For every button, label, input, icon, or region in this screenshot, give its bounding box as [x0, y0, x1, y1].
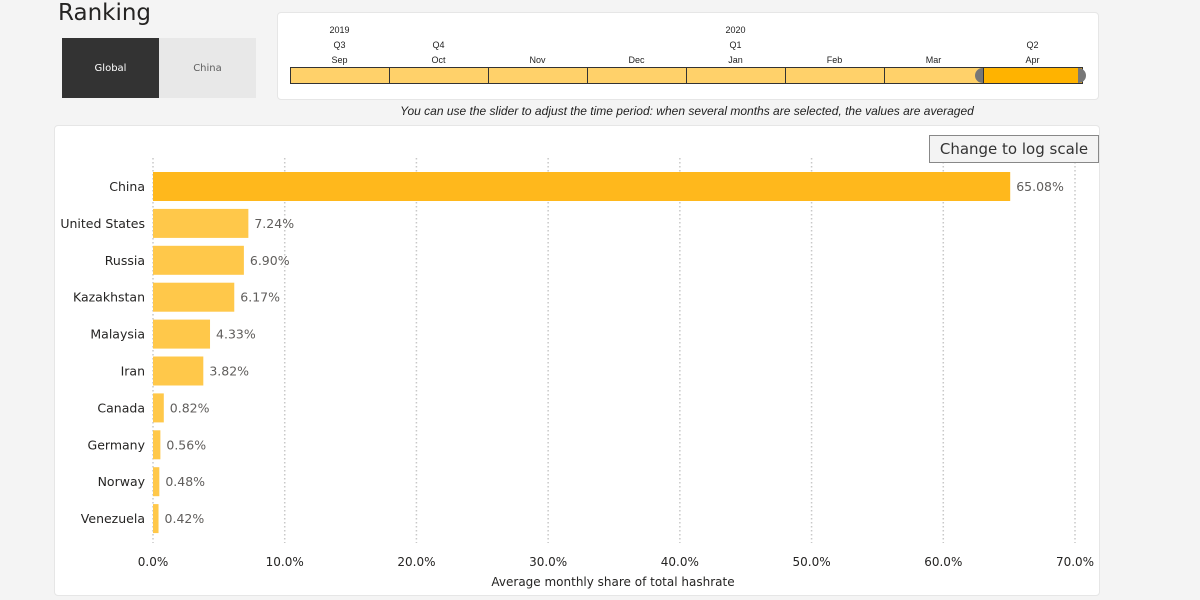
data-label: 6.17%	[240, 290, 280, 305]
x-tick-label: 70.0%	[1056, 555, 1094, 569]
data-label: 0.42%	[165, 511, 205, 526]
timeline-year-label: 2019	[329, 25, 350, 35]
data-label: 6.90%	[250, 253, 290, 268]
china-toggle-button[interactable]: China	[159, 38, 256, 98]
bar	[153, 356, 204, 386]
x-tick-label: 40.0%	[661, 555, 699, 569]
timeline-start-handle[interactable]	[975, 68, 983, 83]
bar	[153, 245, 244, 275]
timeline-label-label: Jan	[728, 55, 743, 65]
x-tick-label: 10.0%	[266, 555, 304, 569]
category-label: Russia	[105, 253, 145, 268]
data-label: 0.48%	[165, 474, 205, 489]
timeline-quarter-label: Q3	[333, 40, 346, 50]
data-label: 0.82%	[170, 400, 210, 415]
data-label: 65.08%	[1016, 179, 1064, 194]
category-label: Iran	[121, 364, 145, 379]
category-label: Malaysia	[90, 327, 145, 342]
timeline-label-label: Dec	[628, 55, 645, 65]
bar	[153, 172, 1011, 201]
timeline-label-label: Nov	[529, 55, 546, 65]
x-tick-label: 20.0%	[397, 555, 435, 569]
data-label: 0.56%	[166, 437, 206, 452]
category-label: Germany	[88, 437, 146, 452]
timeline-end-handle[interactable]	[1078, 68, 1086, 83]
global-toggle-button[interactable]: Global	[62, 38, 159, 98]
x-tick-label: 30.0%	[529, 555, 567, 569]
timeline-label-label: Sep	[331, 55, 348, 65]
page-title: Ranking	[58, 0, 152, 26]
timeline-slider-panel	[277, 12, 1099, 100]
category-label: Canada	[97, 400, 145, 415]
timeline-year-label: 2020	[725, 25, 746, 35]
timeline-label-label: Mar	[925, 55, 942, 65]
timeline-quarter-label: Q2	[1026, 40, 1039, 50]
bar	[153, 467, 160, 497]
x-tick-label: 50.0%	[793, 555, 831, 569]
log-scale-button[interactable]: Change to log scale	[929, 135, 1099, 163]
x-axis-title: Average monthly share of total hashrate	[491, 575, 734, 589]
data-label: 7.24%	[254, 216, 294, 231]
x-tick-label: 60.0%	[924, 555, 962, 569]
bar	[153, 282, 235, 312]
timeline-quarter-label: Q1	[729, 40, 742, 50]
data-label: 3.82%	[209, 364, 249, 379]
bar	[153, 208, 249, 238]
bar	[153, 393, 164, 423]
category-label: China	[109, 179, 145, 194]
category-label: Norway	[98, 474, 146, 489]
timeline-track[interactable]	[290, 67, 1086, 84]
timeline-label-label: Oct	[431, 55, 446, 65]
bar	[153, 504, 159, 534]
timeline-label-label: Feb	[826, 55, 843, 65]
timeline-label-label: Apr	[1025, 55, 1040, 65]
bar	[153, 319, 211, 349]
bar	[153, 430, 161, 460]
chart-panel	[54, 125, 1100, 596]
timeline-quarter-label: Q4	[432, 40, 445, 50]
data-label: 4.33%	[216, 327, 256, 342]
x-tick-label: 0.0%	[138, 555, 169, 569]
category-label: United States	[60, 216, 145, 231]
timeline-caption: You can use the slider to adjust the tim…	[400, 104, 974, 118]
category-label: Kazakhstan	[73, 290, 145, 305]
category-label: Venezuela	[81, 511, 145, 526]
